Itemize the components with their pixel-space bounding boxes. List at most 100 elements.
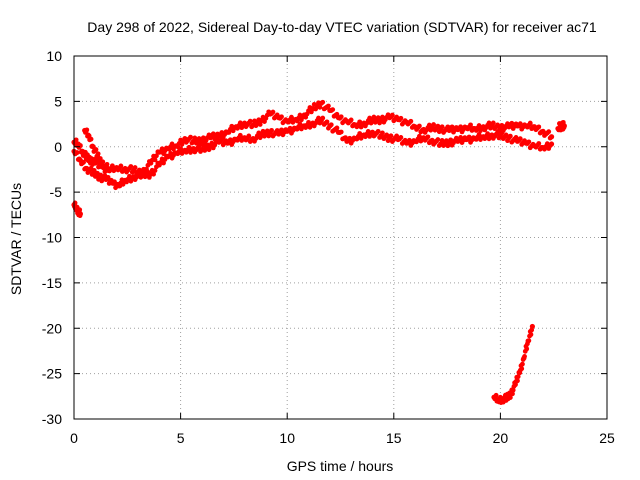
y-tick-label: -10 <box>42 230 62 246</box>
x-tick-label: 5 <box>177 430 185 446</box>
data-point-fill <box>97 156 103 161</box>
data-point-fill <box>74 150 80 155</box>
data-point-fill <box>73 137 79 143</box>
data-point-fill <box>320 115 326 121</box>
data-points <box>71 99 567 406</box>
y-axis-label: SDTVAR / TECUs <box>8 183 24 295</box>
data-point-fill <box>81 159 86 165</box>
data-point-fill <box>196 143 202 149</box>
data-point-fill <box>499 130 505 136</box>
data-point-fill <box>490 120 496 126</box>
data-point-fill <box>513 135 519 140</box>
data-point-fill <box>468 122 473 128</box>
data-point-fill <box>152 157 158 163</box>
data-point-fill <box>507 395 513 401</box>
chart-title: Day 298 of 2022, Sidereal Day-to-day VTE… <box>87 19 597 35</box>
data-point-fill <box>499 122 505 128</box>
data-point-fill <box>439 124 445 130</box>
data-point-fill <box>77 207 83 213</box>
data-point-fill <box>219 136 225 142</box>
data-point-fill <box>154 153 159 159</box>
data-point-fill <box>517 136 523 142</box>
data-point-fill <box>128 164 134 169</box>
data-point-fill <box>526 338 532 344</box>
data-point-fill <box>324 119 330 125</box>
data-point-fill <box>247 118 253 124</box>
data-point-fill <box>493 392 499 398</box>
data-point-fill <box>104 161 110 167</box>
data-point-fill <box>466 134 472 140</box>
data-point-fill <box>88 136 94 142</box>
y-tick-label: 10 <box>46 48 62 64</box>
data-point <box>555 126 561 132</box>
data-point-fill <box>95 151 101 157</box>
data-point-fill <box>522 354 527 359</box>
data-point-fill <box>375 128 381 134</box>
x-axis-label: GPS time / hours <box>287 458 394 474</box>
data-point-fill <box>338 114 344 120</box>
y-tick-label: -20 <box>42 320 62 336</box>
data-point-fill <box>132 165 138 170</box>
data-point-fill <box>152 168 158 173</box>
data-point <box>529 323 535 330</box>
y-tick-label: 5 <box>54 93 62 109</box>
data-point-fill <box>526 139 532 145</box>
data-point-fill <box>398 135 404 140</box>
x-tick-label: 20 <box>493 430 509 446</box>
data-point-fill <box>246 133 252 139</box>
data-point-fill <box>527 120 533 126</box>
y-tick-label: -25 <box>42 366 62 382</box>
data-point-fill <box>408 118 414 124</box>
data-point <box>548 141 555 147</box>
axis-ticks: 0 5 10 15 20 25 10 5 0 -5 -10 -15 -20 -25 -30 <box>42 48 615 446</box>
data-point-fill <box>334 125 340 131</box>
x-tick-label: 25 <box>599 430 615 446</box>
data-point-fill <box>270 109 276 115</box>
series-band-lower <box>71 115 555 191</box>
data-point-fill <box>141 169 147 174</box>
data-point-fill <box>416 123 422 129</box>
data-point-fill <box>515 374 521 380</box>
y-tick-label: -30 <box>42 411 62 427</box>
data-point-fill <box>546 129 552 135</box>
series-late-tail <box>555 119 567 133</box>
data-point-fill <box>495 129 500 135</box>
series-band-upper <box>71 99 555 179</box>
data-point-fill <box>338 129 344 135</box>
data-point-fill <box>435 137 441 142</box>
data-point-fill <box>425 134 431 140</box>
data-point-fill <box>448 137 454 143</box>
x-tick-label: 0 <box>70 430 78 446</box>
data-point-fill <box>389 112 395 118</box>
data-point-fill <box>388 133 394 139</box>
data-point-fill <box>524 346 530 352</box>
data-point-fill <box>151 171 156 177</box>
data-point-fill <box>105 174 111 180</box>
data-point-fill <box>536 124 542 130</box>
data-point-fill <box>517 121 523 127</box>
data-point-fill <box>398 115 404 121</box>
data-point-fill <box>100 159 106 165</box>
series-arc-early <box>82 127 111 172</box>
data-point-fill <box>536 141 542 146</box>
x-tick-label: 15 <box>386 430 402 446</box>
y-tick-label: -15 <box>42 275 62 291</box>
data-point-fill <box>449 124 455 130</box>
data-point-fill <box>556 121 562 126</box>
data-point-fill <box>520 361 525 367</box>
data-point-fill <box>206 147 212 153</box>
data-point <box>548 134 555 140</box>
data-point-fill <box>507 133 513 139</box>
data-point-fill <box>84 127 90 133</box>
data-point <box>105 165 111 172</box>
data-point-fill <box>380 130 385 136</box>
data-point-fill <box>509 120 515 126</box>
data-point-fill <box>118 163 124 169</box>
data-point-fill <box>91 168 97 173</box>
data-point-fill <box>328 122 334 128</box>
data-point-fill <box>188 134 193 140</box>
data-point-fill <box>519 366 525 372</box>
data-point-fill <box>431 122 436 127</box>
data-point-fill <box>317 104 323 110</box>
